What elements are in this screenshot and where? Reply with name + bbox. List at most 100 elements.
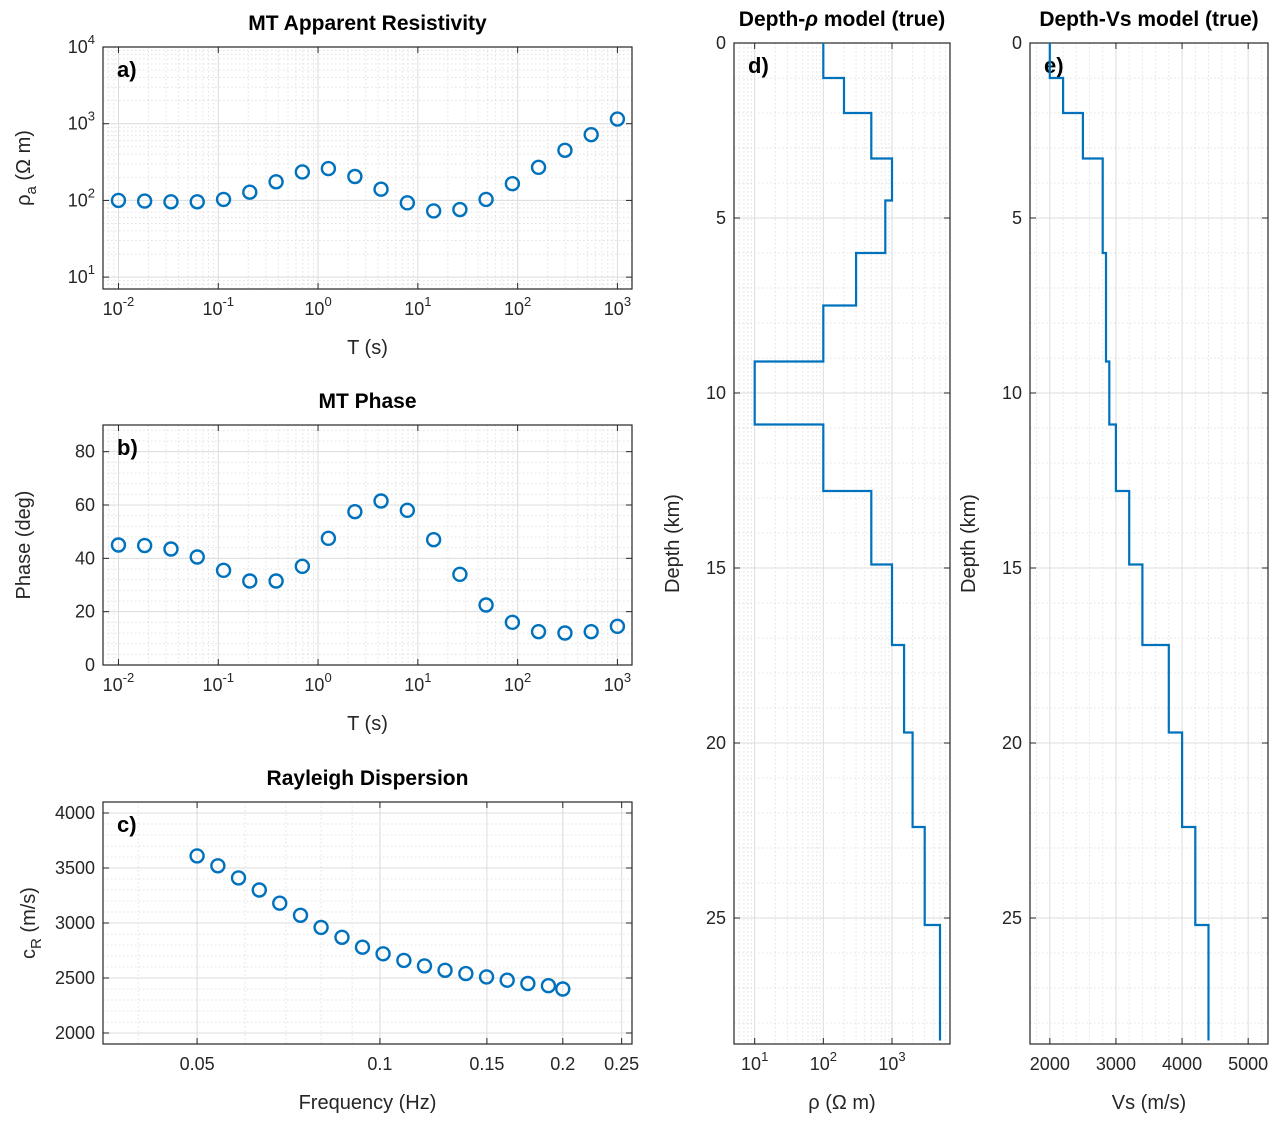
tick-base: 10	[202, 675, 222, 695]
data-point	[609, 618, 626, 635]
data-point	[452, 201, 468, 218]
tick-exponent: 2	[524, 294, 531, 309]
y-tick-label: 3000	[55, 913, 95, 933]
tick-exponent: -1	[222, 670, 234, 685]
tick-base: 10	[878, 1054, 898, 1074]
y-tick-label: 15	[706, 558, 726, 578]
data-point	[313, 919, 329, 936]
tick-base: 10	[304, 299, 324, 319]
axes-box	[102, 46, 633, 290]
y-label-part: a	[23, 186, 40, 195]
data-point	[242, 184, 258, 200]
x-tick-label: 3000	[1096, 1054, 1136, 1074]
data-point	[110, 192, 127, 209]
x-axis-label: T (s)	[347, 713, 388, 735]
axes-box	[1029, 42, 1269, 1045]
x-tick-label: 0.1	[367, 1054, 392, 1074]
x-tick-label: 5000	[1228, 1054, 1268, 1074]
plot-area	[1030, 43, 1268, 1044]
plot-area	[734, 43, 950, 1044]
y-tick-label: 104	[68, 32, 95, 57]
tick-base: 10	[504, 299, 524, 319]
y-tick-label: 40	[75, 548, 95, 568]
panel-e: 2000 3000 4000 5000 0 5 10 15 20 25 Depth-Vs model…	[958, 8, 1269, 1114]
panel-tag: e)	[1044, 53, 1064, 78]
y-tick-label: 10	[1002, 383, 1022, 403]
data-point	[425, 203, 442, 219]
data-point	[189, 848, 205, 864]
tick-base: 10	[304, 675, 324, 695]
tick-base: 10	[68, 37, 88, 57]
data-point	[294, 164, 311, 180]
x-tick-label: 101	[404, 670, 431, 695]
data-point	[189, 549, 205, 565]
x-tick-label: 103	[604, 294, 631, 319]
y-tick-label: 20	[1002, 733, 1022, 753]
tick-base: 10	[103, 675, 123, 695]
y-axis-label: Depth (km)	[662, 494, 684, 593]
data-point	[399, 502, 416, 519]
tick-base: 10	[810, 1054, 830, 1074]
data-point	[416, 958, 433, 974]
y-tick-label: 0	[1012, 33, 1022, 53]
x-tick-label: 0.05	[180, 1054, 215, 1074]
data-point	[478, 969, 495, 985]
y-tick-label: 4000	[55, 803, 95, 823]
panel-tag: d)	[748, 53, 769, 78]
data-point	[268, 573, 284, 589]
y-tick-label: 5	[716, 208, 726, 228]
x-axis-label: ρ (Ω m)	[808, 1092, 875, 1114]
data-point	[163, 541, 179, 557]
data-point	[540, 978, 557, 994]
panel-title: MT Phase	[318, 390, 416, 413]
plot-area	[103, 47, 632, 289]
panel-tag: a)	[117, 57, 137, 82]
data-point	[399, 195, 416, 211]
data-point	[396, 952, 412, 969]
tick-base: 10	[741, 1054, 761, 1074]
ticks: 2000 3000 4000 5000 0 5 10 15 20 25	[1002, 33, 1268, 1074]
y-tick-label: 20	[706, 733, 726, 753]
data-point	[555, 981, 571, 997]
data-point	[425, 531, 442, 548]
axes-box	[102, 424, 633, 666]
y-label-part: c	[18, 949, 40, 959]
tick-exponent: 3	[624, 670, 631, 685]
x-tick-label: 102	[810, 1049, 837, 1074]
tick-base: 10	[68, 267, 88, 287]
x-tick-label: 100	[304, 294, 331, 319]
y-tick-label: 80	[75, 442, 95, 462]
data-point	[110, 537, 127, 553]
y-tick-label: 2000	[55, 1023, 95, 1043]
tick-base: 10	[404, 675, 424, 695]
data-point	[320, 160, 337, 177]
data-point	[437, 962, 453, 978]
x-tick-label: 102	[504, 670, 531, 695]
tick-exponent: 3	[624, 294, 631, 309]
data-point	[530, 623, 547, 640]
tick-base: 10	[604, 675, 624, 695]
data-point	[136, 537, 153, 554]
tick-base: 10	[202, 299, 222, 319]
x-tick-label: 0.2	[550, 1054, 575, 1074]
x-tick-label: 103	[604, 670, 631, 695]
y-tick-label: 5	[1012, 208, 1022, 228]
tick-exponent: 1	[761, 1049, 768, 1064]
data-point	[375, 946, 391, 962]
tick-exponent: 2	[524, 670, 531, 685]
panel-title: Rayleigh Dispersion	[267, 767, 469, 790]
data-point	[215, 191, 232, 208]
x-tick-label: 0.15	[469, 1054, 504, 1074]
series	[110, 493, 626, 641]
data-point	[583, 623, 599, 640]
y-axis-label: Depth (km)	[958, 494, 980, 593]
x-tick-label: 10-2	[103, 670, 135, 695]
data-point	[272, 895, 288, 911]
x-axis-label: T (s)	[347, 337, 388, 359]
tick-exponent: 1	[424, 294, 431, 309]
data-point	[354, 939, 371, 955]
y-tick-label: 60	[75, 495, 95, 515]
